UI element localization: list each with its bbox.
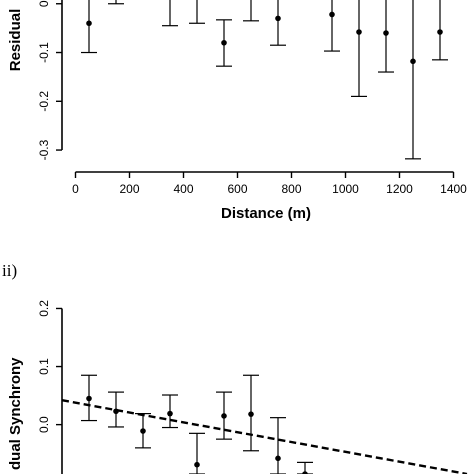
data-point — [113, 408, 119, 415]
data-point — [302, 471, 308, 474]
y-axis-title: Residual — [7, 9, 24, 72]
data-point — [194, 461, 200, 468]
y-tick-label: -0.3 — [37, 139, 51, 160]
data-point — [86, 395, 92, 402]
panel-residual-vs-distance: Residual Distance (m) 0 -0.1 -0.2 -0.3 0 200 4… — [7, 0, 467, 222]
data-point — [437, 29, 443, 35]
data-point — [221, 39, 227, 46]
x-axis-title: Distance (m) — [221, 205, 311, 222]
x-tick-label: 0 — [72, 182, 79, 196]
y-axis-title: dual Synchrony — [7, 357, 24, 470]
panel-residual-synchrony: ii) dual Synchrony 0.0 0.1 0.2 — [2, 261, 468, 474]
y-tick-label: -0.2 — [37, 91, 51, 112]
data-point — [248, 411, 254, 417]
x-tick-label: 800 — [281, 182, 301, 196]
x-tick-label: 600 — [227, 182, 247, 196]
data-point — [356, 29, 362, 35]
y-tick-label: 0.1 — [37, 358, 51, 375]
data-point — [275, 455, 281, 462]
x-tick-label: 1000 — [332, 182, 359, 196]
data-point — [167, 410, 173, 417]
trend-line — [61, 399, 468, 474]
y-tick-label: -0.1 — [37, 42, 51, 63]
y-tick-label: 0.2 — [37, 300, 51, 317]
x-tick-label: 1400 — [440, 182, 467, 196]
data-point — [383, 30, 389, 36]
data-point — [140, 428, 146, 434]
data-point — [410, 58, 416, 65]
x-tick-label: 400 — [173, 182, 193, 196]
y-tick-label: 0.0 — [37, 416, 51, 433]
x-tick-label: 1200 — [386, 182, 413, 196]
data-point — [329, 11, 335, 18]
data-point — [86, 20, 92, 27]
y-tick-label: 0 — [37, 0, 51, 7]
data-point — [221, 413, 227, 419]
data-point — [275, 15, 281, 22]
x-tick-label: 200 — [119, 182, 139, 196]
panel-label: ii) — [2, 261, 17, 280]
